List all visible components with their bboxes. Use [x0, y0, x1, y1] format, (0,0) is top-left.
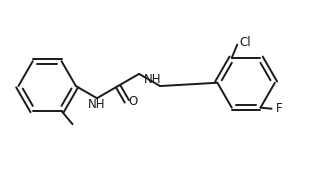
Text: F: F	[276, 102, 283, 115]
Text: NH: NH	[88, 98, 106, 111]
Text: Cl: Cl	[239, 36, 251, 49]
Text: NH: NH	[144, 74, 161, 87]
Text: O: O	[129, 95, 138, 108]
